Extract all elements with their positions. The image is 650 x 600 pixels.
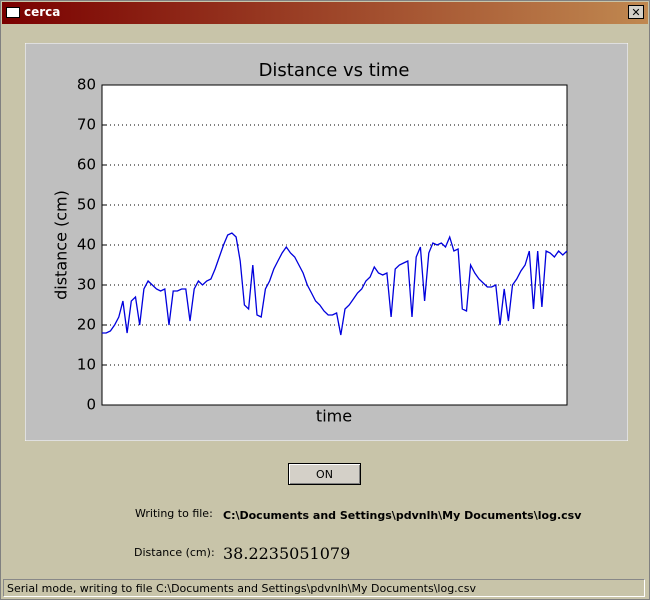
y-tick-label: 80 bbox=[77, 76, 96, 94]
y-tick-label: 60 bbox=[77, 156, 96, 174]
file-label: Writing to file: bbox=[135, 507, 213, 520]
window-title: cerca bbox=[24, 5, 61, 19]
file-path: C:\Documents and Settings\pdvnlh\My Docu… bbox=[223, 509, 582, 522]
y-tick-label: 70 bbox=[77, 116, 96, 134]
y-tick-label: 10 bbox=[77, 356, 96, 374]
y-tick-label: 40 bbox=[77, 236, 96, 254]
on-button[interactable]: ON bbox=[288, 463, 361, 485]
x-axis-label: time bbox=[316, 407, 352, 426]
chart-title: Distance vs time bbox=[259, 60, 410, 81]
close-button[interactable]: ✕ bbox=[628, 5, 644, 19]
y-tick-label: 0 bbox=[86, 396, 96, 414]
distance-label: Distance (cm): bbox=[134, 546, 215, 559]
y-tick-label: 30 bbox=[77, 276, 96, 294]
title-bar: cerca ✕ bbox=[2, 2, 648, 24]
chart: Distance vs time time distance (cm) 0 10 2… bbox=[25, 43, 628, 441]
distance-value: 38.2235051079 bbox=[223, 544, 351, 563]
y-tick-label: 50 bbox=[77, 196, 96, 214]
window-icon bbox=[6, 7, 20, 18]
status-bar: Serial mode, writing to file C:\Document… bbox=[3, 579, 645, 597]
data-line bbox=[102, 232, 568, 336]
y-tick-label: 20 bbox=[77, 316, 96, 334]
y-axis-label: distance (cm) bbox=[52, 190, 71, 300]
